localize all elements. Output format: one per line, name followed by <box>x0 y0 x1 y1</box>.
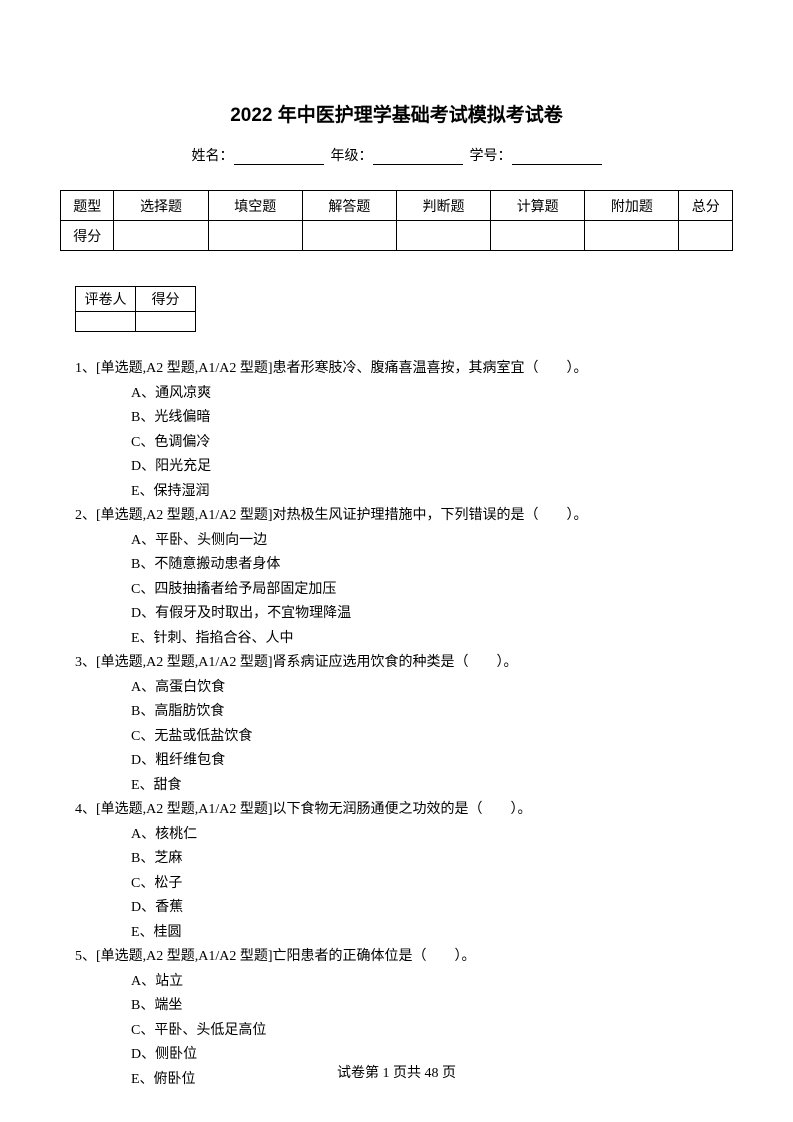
table-row: 得分 <box>61 221 733 251</box>
footer-current-page: 1 <box>383 1066 390 1081</box>
cell-score: 得分 <box>136 287 196 312</box>
table-row: 题型 选择题 填空题 解答题 判断题 计算题 附加题 总分 <box>61 191 733 221</box>
cell-empty <box>76 312 136 332</box>
cell-calc: 计算题 <box>491 191 585 221</box>
question-option: C、四肢抽搐者给予局部固定加压 <box>75 578 733 603</box>
question: 3、[单选题,A2 型题,A1/A2 型题]肾系病证应选用饮食的种类是（ ）。A… <box>75 651 733 798</box>
grader-table: 评卷人 得分 <box>75 286 196 332</box>
table-row <box>76 312 196 332</box>
question-option: C、平卧、头低足高位 <box>75 1019 733 1044</box>
cell-empty <box>585 221 679 251</box>
question: 1、[单选题,A2 型题,A1/A2 型题]患者形寒肢冷、腹痛喜温喜按，其病室宜… <box>75 357 733 504</box>
question-option: B、光线偏暗 <box>75 406 733 431</box>
question-option: E、针刺、指掐合谷、人中 <box>75 627 733 652</box>
question-option: B、不随意搬动患者身体 <box>75 553 733 578</box>
name-label: 姓名： <box>192 149 234 164</box>
id-label: 学号： <box>470 149 512 164</box>
question-option: D、有假牙及时取出，不宜物理降温 <box>75 602 733 627</box>
table-row: 评卷人 得分 <box>76 287 196 312</box>
cell-empty <box>491 221 585 251</box>
exam-title: 2022 年中医护理学基础考试模拟考试卷 <box>60 100 733 127</box>
page-footer: 试卷第 1 页共 48 页 <box>0 1062 793 1082</box>
question-option: A、核桃仁 <box>75 823 733 848</box>
question-option: A、高蛋白饮食 <box>75 676 733 701</box>
cell-grader: 评卷人 <box>76 287 136 312</box>
question: 2、[单选题,A2 型题,A1/A2 型题]对热极生风证护理措施中，下列错误的是… <box>75 504 733 651</box>
question-option: B、端坐 <box>75 994 733 1019</box>
cell-answer: 解答题 <box>302 191 396 221</box>
question-option: C、无盐或低盐饮食 <box>75 725 733 750</box>
grade-blank <box>373 151 463 165</box>
score-table: 题型 选择题 填空题 解答题 判断题 计算题 附加题 总分 得分 <box>60 190 733 251</box>
id-blank <box>512 151 602 165</box>
cell-type-header: 题型 <box>61 191 114 221</box>
question-option: E、桂圆 <box>75 921 733 946</box>
footer-prefix: 试卷第 <box>337 1066 383 1081</box>
footer-suffix: 页 <box>439 1066 457 1081</box>
cell-choice: 选择题 <box>114 191 208 221</box>
cell-empty <box>114 221 208 251</box>
cell-empty <box>679 221 733 251</box>
cell-score-header: 得分 <box>61 221 114 251</box>
question-option: B、高脂肪饮食 <box>75 700 733 725</box>
question-option: B、芝麻 <box>75 847 733 872</box>
question-option: A、站立 <box>75 970 733 995</box>
question-option: E、甜食 <box>75 774 733 799</box>
student-info-line: 姓名： 年级： 学号： <box>60 145 733 165</box>
question: 4、[单选题,A2 型题,A1/A2 型题]以下食物无润肠通便之功效的是（ ）。… <box>75 798 733 945</box>
question-stem: 4、[单选题,A2 型题,A1/A2 型题]以下食物无润肠通便之功效的是（ ）。 <box>75 798 733 823</box>
question-stem: 5、[单选题,A2 型题,A1/A2 型题]亡阳患者的正确体位是（ ）。 <box>75 945 733 970</box>
questions-container: 1、[单选题,A2 型题,A1/A2 型题]患者形寒肢冷、腹痛喜温喜按，其病室宜… <box>60 357 733 1092</box>
question-option: A、通风凉爽 <box>75 382 733 407</box>
cell-empty <box>208 221 302 251</box>
footer-total-pages: 48 <box>425 1066 439 1081</box>
cell-extra: 附加题 <box>585 191 679 221</box>
footer-mid: 页共 <box>390 1066 425 1081</box>
cell-judge: 判断题 <box>396 191 490 221</box>
question-option: D、阳光充足 <box>75 455 733 480</box>
question-option: D、粗纤维包食 <box>75 749 733 774</box>
cell-empty <box>136 312 196 332</box>
cell-total: 总分 <box>679 191 733 221</box>
question-option: D、香蕉 <box>75 896 733 921</box>
question-stem: 3、[单选题,A2 型题,A1/A2 型题]肾系病证应选用饮食的种类是（ ）。 <box>75 651 733 676</box>
question-option: C、色调偏冷 <box>75 431 733 456</box>
grade-label: 年级： <box>331 149 373 164</box>
question-option: C、松子 <box>75 872 733 897</box>
question-option: E、保持湿润 <box>75 480 733 505</box>
question-stem: 2、[单选题,A2 型题,A1/A2 型题]对热极生风证护理措施中，下列错误的是… <box>75 504 733 529</box>
cell-empty <box>396 221 490 251</box>
question-option: A、平卧、头侧向一边 <box>75 529 733 554</box>
question-stem: 1、[单选题,A2 型题,A1/A2 型题]患者形寒肢冷、腹痛喜温喜按，其病室宜… <box>75 357 733 382</box>
name-blank <box>234 151 324 165</box>
cell-empty <box>302 221 396 251</box>
cell-fill: 填空题 <box>208 191 302 221</box>
